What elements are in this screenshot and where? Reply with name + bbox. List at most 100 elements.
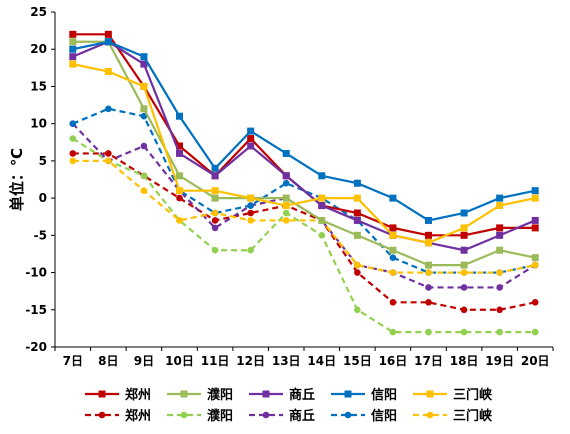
legend-swatch-marker [426,411,434,419]
data-point [140,60,148,68]
data-point [247,142,255,150]
x-tick-label: 11日 [201,354,230,368]
data-point [496,194,504,202]
data-point [460,284,468,291]
y-tick-label: 25 [30,5,47,19]
data-point [247,135,255,143]
data-point [354,306,361,314]
y-tick-label: 10 [30,117,47,131]
data-point [531,224,539,232]
legend-entry: 信阳 [331,387,397,403]
x-tick-label: 12日 [236,354,265,368]
series-line [72,159,536,274]
legend-label: 郑州 [125,387,151,403]
data-point [140,112,148,120]
series-dashed-5 [69,150,539,314]
data-point [389,246,397,254]
data-point [247,246,254,254]
series-line [72,152,536,311]
data-point [105,105,112,113]
series-line [72,40,536,222]
data-point [69,45,77,53]
data-point [496,202,504,210]
data-point [425,284,432,291]
y-tick-label: -20 [25,340,47,354]
data-point [354,261,361,269]
y-tick-label: 15 [30,79,47,93]
legend-label: 濮阳 [207,408,233,424]
data-point [211,246,219,254]
data-point [69,53,77,61]
data-point [460,306,468,314]
data-point [389,224,397,232]
data-point [69,150,77,157]
data-point [211,194,219,202]
data-point [318,232,326,239]
data-point [425,299,432,306]
data-point [425,269,432,276]
series-line [72,40,536,267]
legend-swatch-marker [426,390,434,398]
series-line [72,40,536,252]
data-point [282,217,290,224]
data-point [140,53,148,61]
data-point [496,306,503,314]
y-tick-label: 0 [39,191,47,205]
data-point [496,328,503,336]
legend-entry: 商丘 [249,408,315,424]
data-point [531,299,539,306]
data-point [282,149,290,157]
data-point [353,179,361,187]
legend-label: 信阳 [371,387,397,403]
legend-label: 信阳 [371,408,397,424]
x-tick-label: 10日 [165,354,194,368]
data-point [353,194,361,202]
legend-label: 三门峡 [453,387,493,403]
x-tick-label: 14日 [307,354,336,368]
data-point [460,269,468,276]
legend-label: 郑州 [125,408,151,424]
legend-swatch-marker [344,411,352,419]
data-point [353,216,361,224]
data-point [176,194,183,202]
data-point [69,135,77,142]
data-point [389,299,397,306]
data-point [69,157,77,165]
data-point [531,254,539,262]
x-tick-label: 9日 [134,354,154,368]
legend-entry: 三门峡 [413,387,493,403]
series-line [71,122,536,289]
data-point [105,157,112,165]
data-point [318,202,326,210]
y-tick-label: -5 [34,228,47,242]
data-point [176,142,183,150]
data-point [211,187,219,195]
legend-label: 商丘 [289,387,315,403]
data-point [69,120,77,127]
data-point [425,261,432,269]
series-solid-3 [69,38,539,224]
y-tick-label: -10 [25,266,47,280]
data-point [496,269,503,276]
series-line [72,63,536,244]
data-point [496,231,504,239]
data-point [318,194,326,202]
data-point [389,269,397,276]
data-point [211,224,219,232]
y-tick-label: 20 [30,42,47,56]
data-point [531,216,539,224]
legend-swatch-marker [262,411,270,419]
legend-entry: 商丘 [249,387,315,403]
data-point [176,187,183,195]
data-point [531,194,539,202]
x-tick-label: 20日 [521,354,550,368]
data-point [140,172,148,180]
data-point [247,209,254,217]
data-point [496,284,503,291]
data-point [425,216,432,224]
legend-label: 濮阳 [207,387,233,403]
data-point [353,209,361,217]
data-point [105,150,112,157]
x-tick-label: 13日 [272,354,301,368]
